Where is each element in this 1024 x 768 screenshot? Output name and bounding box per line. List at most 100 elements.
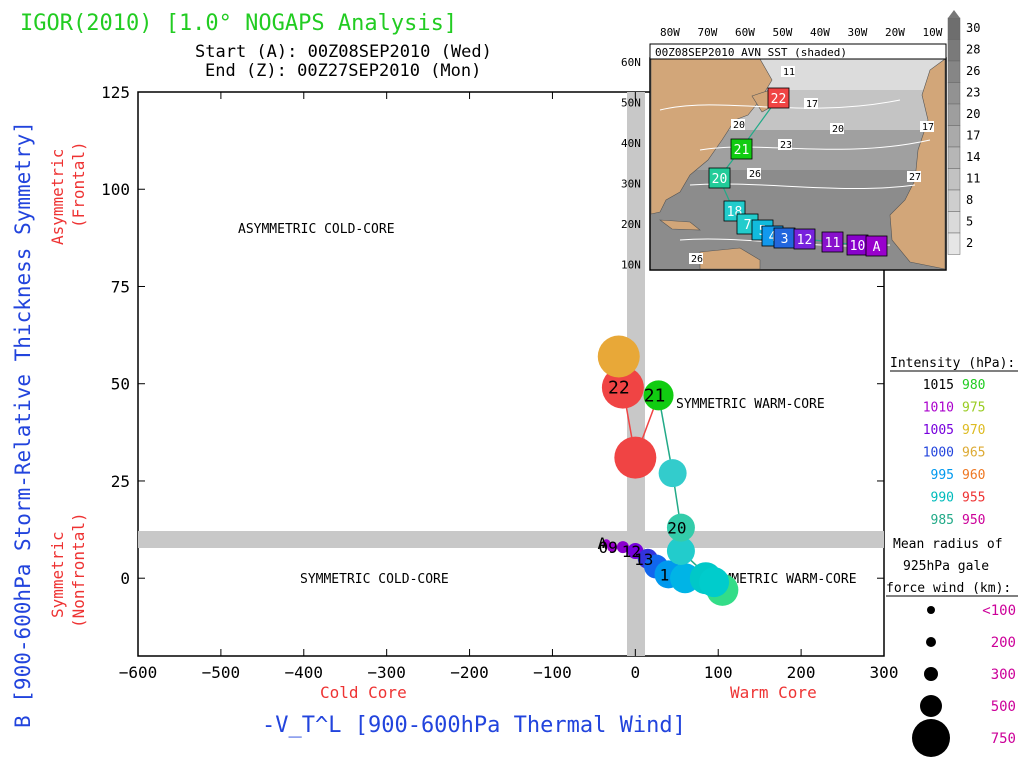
x-tick-label: −400 (285, 663, 324, 682)
inset-lat-label: 50N (621, 97, 641, 110)
track-point-label: 20 (667, 519, 686, 538)
intensity-value-low: 1005 (923, 423, 954, 438)
inset-lat-label: 20N (621, 218, 641, 231)
inset-track-box-label: 22 (771, 92, 787, 107)
x-tick-label: 100 (704, 663, 733, 682)
quadrant-upper-right: SYMMETRIC WARM-CORE (676, 397, 825, 412)
contour-label-bg (778, 139, 792, 150)
track-point-label: 22 (608, 378, 630, 399)
track-point (658, 459, 687, 488)
inset-lat-label: 40N (621, 137, 641, 150)
colorbar-label: 30 (966, 21, 980, 35)
contour-label: 20 (733, 120, 745, 131)
radius-title-1: Mean radius of (893, 537, 1003, 552)
x-tick-label: −600 (119, 663, 158, 682)
inset-track-box (767, 87, 790, 109)
colorbar-cell (947, 211, 961, 234)
inset-lon-label: 60W (735, 26, 755, 39)
colorbar-cell (947, 168, 961, 191)
colorbar-cell (947, 232, 961, 255)
inset-track-box-label: 4 (769, 230, 777, 245)
x-tick-label: −200 (450, 663, 489, 682)
inset-lon-label: 20W (885, 26, 905, 39)
colorbar-top-arrow (948, 10, 960, 18)
intensity-value-low: 1000 (923, 446, 954, 461)
intensity-value-high: 965 (962, 446, 985, 461)
radius-legend-dot (924, 667, 938, 681)
radius-legend-dot (920, 695, 942, 717)
inset-title: 00Z08SEP2010 AVN SST (shaded) (655, 46, 847, 59)
intensity-value-low: 1015 (923, 378, 954, 393)
y-tick-label: 25 (111, 472, 130, 491)
colorbar-cell (947, 39, 961, 62)
contour-label-bg (920, 121, 934, 132)
inset-map: 00Z08SEP2010 AVN SST (shaded) 80W 70W 60W 5… (621, 26, 947, 272)
contour-label: 23 (780, 140, 792, 151)
y-side-bottom-2: (Nonfrontal) (69, 512, 88, 628)
intensity-legend-title: Intensity (hPa): (890, 356, 1015, 371)
colorbar-label: 2 (966, 236, 973, 250)
cuba-land (659, 219, 701, 231)
contour-label-bg (731, 119, 745, 130)
x-tick-label: −300 (367, 663, 406, 682)
inset-track-box-label: 7 (744, 218, 752, 233)
axis-ticks: −600 −500 −400 −300 −200 −100 0 100 200 300 0 25 50 7… (101, 83, 898, 682)
inset-track-box-label: A (873, 240, 881, 255)
inset-lon-label: 30W (848, 26, 868, 39)
colorbar-label: 14 (966, 150, 980, 164)
contour-label: 26 (691, 254, 703, 265)
track-point (614, 436, 657, 479)
intensity-value-low: 985 (931, 513, 954, 528)
inset-track-boxes: 222120187543121110A (708, 87, 888, 257)
colorbar-label: 8 (966, 193, 973, 207)
inset-lon-label: 40W (810, 26, 830, 39)
intensity-value-high: 950 (962, 513, 985, 528)
inset-track-box (793, 228, 816, 250)
inset-lat-label: 10N (621, 259, 641, 272)
plot-frame (137, 91, 885, 657)
contour-label: 20 (832, 124, 844, 135)
inset-track-box (865, 235, 888, 257)
start-line: Start (A): 00Z08SEP2010 (Wed) (195, 42, 492, 62)
y-side-top-2: (Frontal) (69, 141, 88, 228)
track-point (597, 335, 640, 378)
inset-lat-labels: 60N 50N 40N 30N 20N 10N (621, 56, 641, 272)
contour-label: 17 (806, 99, 818, 110)
y-tick-label: 0 (120, 569, 130, 588)
colorbar-label: 5 (966, 215, 973, 229)
quadrant-upper-left: ASYMMETRIC COLD-CORE (238, 222, 395, 237)
x-tick-label: 200 (787, 663, 816, 682)
inset-lon-label: 80W (660, 26, 680, 39)
contour-label-bg (907, 171, 921, 182)
colorbar-label: 17 (966, 129, 980, 143)
intensity-value-high: 975 (962, 401, 985, 416)
inset-track-box-label: 3 (781, 232, 789, 247)
colorbar-cell (947, 146, 961, 169)
track-point (601, 366, 644, 409)
intensity-value-high: 960 (962, 468, 985, 483)
legend: Intensity (hPa): Mean radius of 925hPa g… (886, 356, 1018, 757)
x-tick-label: 300 (870, 663, 899, 682)
end-line: End (Z): 00Z27SEP2010 (Mon) (205, 61, 481, 81)
intensity-value-low: 1010 (923, 401, 954, 416)
colorbar-label: 11 (966, 172, 980, 186)
colorbar-cell (947, 103, 961, 126)
track-point (666, 536, 695, 565)
inset-track-box-label: 21 (734, 143, 750, 158)
threshold-horizontal-band (138, 531, 884, 548)
contour-label-bg (689, 253, 703, 264)
south-america-land (699, 247, 761, 270)
inset-track-box-label: 11 (825, 236, 841, 251)
inset-track-box-label: 12 (797, 233, 813, 248)
track-point-label: 13 (634, 550, 653, 569)
inset-track-box (708, 167, 731, 189)
colorbar-cell (947, 17, 961, 40)
radius-legend-label: <100 (982, 603, 1016, 619)
intensity-value-high: 955 (962, 491, 985, 506)
inset-track-box (730, 138, 753, 160)
x-under-left: Cold Core (320, 683, 407, 702)
intensity-value-low: 990 (931, 491, 954, 506)
radius-legend-label: 200 (991, 635, 1016, 651)
contour-label-bg (781, 66, 795, 77)
track-point-label: 12 (622, 542, 641, 561)
